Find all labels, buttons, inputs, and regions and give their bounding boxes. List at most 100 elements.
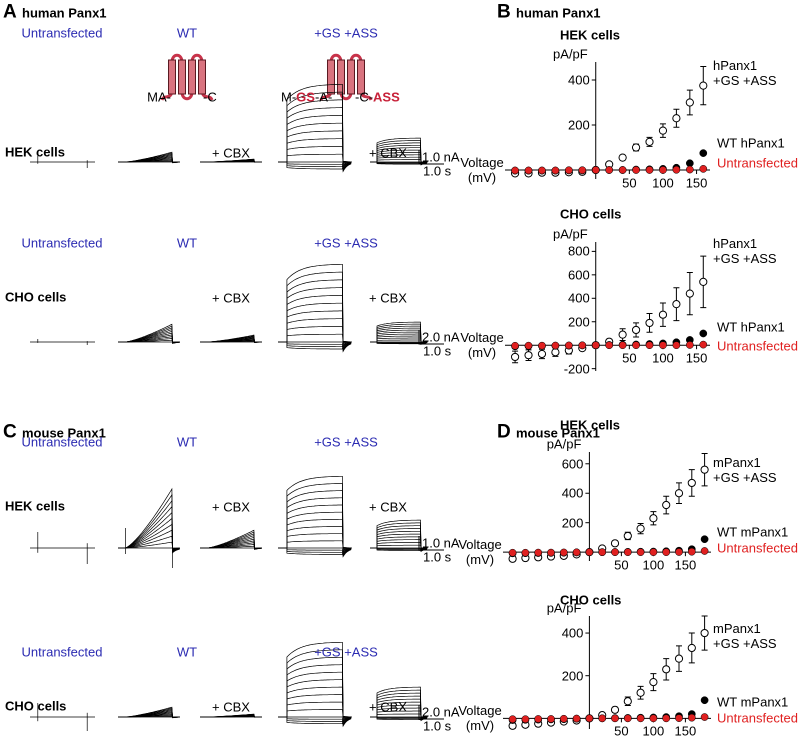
chart-subtitle: CHO cells	[560, 206, 622, 222]
column-label: +GS +ASS	[314, 25, 378, 41]
y-tick-label: 400	[568, 290, 590, 306]
sequence-part: GS	[296, 89, 315, 105]
cbx-label: + CBX	[212, 699, 250, 715]
sweep	[278, 656, 352, 726]
x-tick-label: 100	[642, 723, 665, 739]
sweep	[278, 122, 352, 168]
column-label: +GS +ASS	[314, 235, 378, 251]
data-point	[636, 688, 645, 697]
sequence-part: -A-	[314, 89, 333, 105]
data-point	[631, 143, 641, 152]
y-axis-label: pA/pF	[553, 226, 588, 242]
legend-label: hPanx1 +GS +ASS	[713, 58, 777, 88]
data-point	[685, 341, 694, 349]
y-tick-label: 400	[568, 72, 590, 88]
y-axis-label: pA/pF	[546, 600, 582, 616]
panel-letter: A	[3, 1, 17, 23]
cbx-label: + CBX	[212, 145, 250, 161]
sweep	[370, 325, 428, 345]
y-tick-label: 400	[561, 625, 584, 641]
data-point	[511, 166, 519, 175]
sweep	[278, 715, 352, 725]
data-point	[685, 165, 694, 174]
sequence: -C-ASS	[355, 90, 400, 105]
data-point	[685, 289, 694, 298]
data-point	[551, 348, 560, 357]
panel-title: mouse Panx1	[516, 425, 600, 441]
helix	[347, 59, 355, 95]
helix	[188, 59, 196, 95]
current-trace	[278, 263, 352, 353]
data-point	[699, 81, 708, 90]
data-point	[636, 548, 645, 557]
data-point	[699, 165, 708, 173]
x-tick-label: 50	[622, 350, 637, 366]
data-point	[687, 643, 696, 653]
sweep	[278, 146, 352, 165]
column-label: WT	[176, 644, 198, 660]
x-axis-label: Voltage (mV)	[458, 703, 502, 734]
data-point	[508, 548, 517, 557]
sweep	[278, 153, 352, 164]
y-tick-label: 200	[561, 668, 584, 684]
sweep	[370, 716, 427, 721]
sweep	[200, 529, 262, 550]
current-trace	[30, 703, 95, 731]
data-point	[699, 277, 708, 286]
sweep	[370, 519, 428, 553]
data-point	[632, 341, 640, 350]
sweep	[370, 341, 427, 345]
scale-time: 1.0 s	[423, 343, 452, 359]
sweep	[278, 694, 352, 721]
data-point	[572, 548, 581, 557]
sweep	[278, 326, 352, 345]
data-point	[534, 548, 543, 557]
current-trace	[370, 137, 428, 166]
x-tick-label: 100	[642, 557, 665, 573]
y-tick-label: 200	[561, 515, 584, 531]
column-label: Untransfected	[21, 25, 103, 41]
data-point	[700, 628, 709, 638]
cell-label: CHO cells	[5, 289, 67, 305]
column-label: WT	[176, 434, 198, 450]
scale-bar	[418, 330, 444, 345]
sequence-part: -C-	[355, 89, 374, 105]
data-point	[534, 715, 543, 723]
topology-diagram	[160, 53, 214, 101]
data-point	[618, 330, 627, 339]
scale-current: 1.0 nA	[422, 535, 460, 551]
sweep	[278, 686, 352, 722]
cell-label: HEK cells	[5, 498, 65, 514]
y-tick-label: 200	[568, 314, 590, 330]
data-point	[674, 654, 684, 663]
current-trace	[278, 641, 352, 728]
data-point	[636, 714, 645, 723]
cbx-label: + CBX	[212, 290, 250, 306]
data-point	[662, 714, 671, 723]
x-axis-label: Voltage (mV)	[460, 155, 504, 185]
legend-label: WT mPanx1	[717, 694, 789, 710]
data-point	[618, 341, 627, 350]
data-point	[623, 548, 632, 557]
data-point	[547, 715, 555, 723]
data-point	[610, 705, 620, 714]
data-point	[672, 165, 681, 174]
panel-letter: D	[497, 421, 511, 443]
y-tick-label: -200	[563, 361, 590, 377]
sweep	[370, 137, 428, 166]
data-point	[521, 715, 530, 724]
data-point	[551, 166, 560, 175]
scale-bar	[418, 705, 444, 720]
data-point	[632, 166, 640, 174]
data-point	[598, 548, 607, 557]
data-point	[645, 166, 654, 174]
current-trace	[30, 532, 95, 564]
sweep	[278, 160, 352, 170]
data-point	[675, 714, 683, 722]
data-point	[521, 548, 530, 557]
data-point	[659, 166, 667, 174]
sweep	[278, 533, 352, 551]
sweep	[278, 490, 352, 556]
data-point	[700, 547, 709, 555]
